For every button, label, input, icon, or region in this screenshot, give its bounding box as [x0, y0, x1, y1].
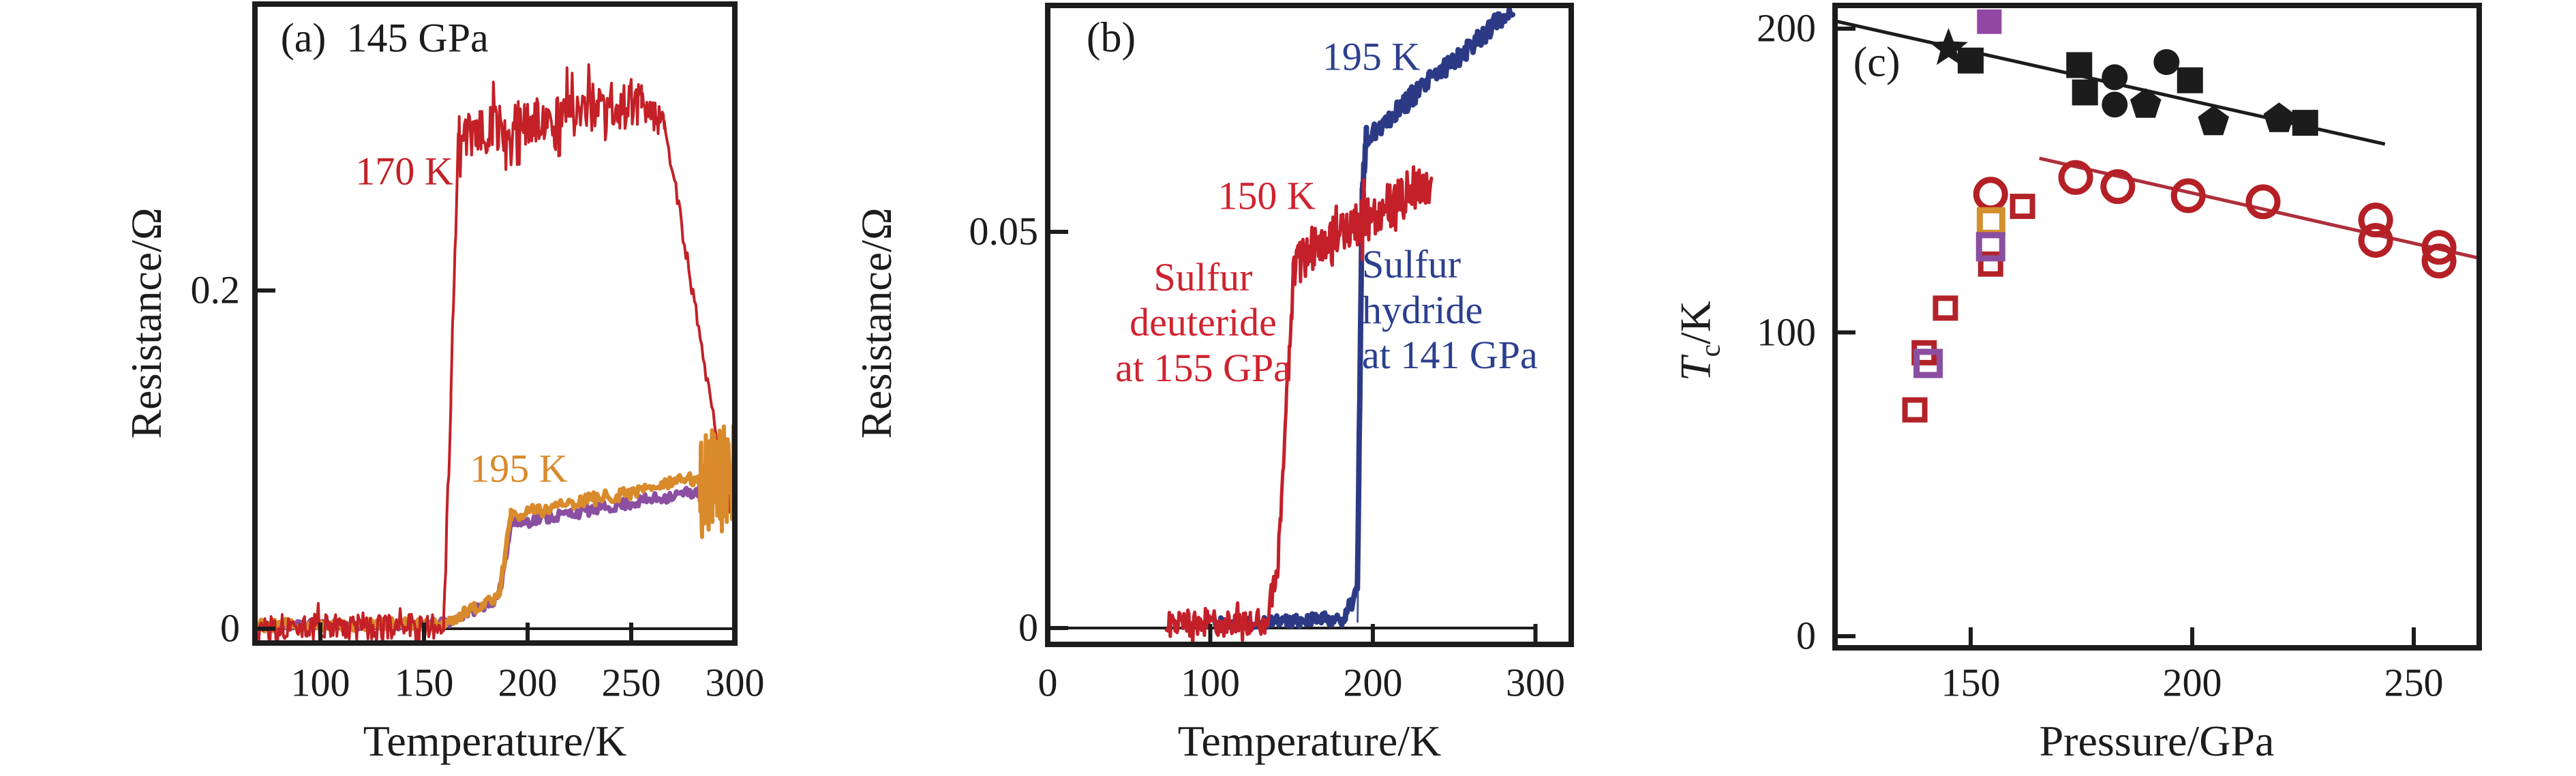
square-open-point [1913, 348, 1943, 378]
square-point [1977, 9, 2002, 34]
star-point [1929, 28, 1968, 65]
panel-b [1045, 3, 1574, 647]
scatter-hydride-pentagons [2130, 88, 2295, 136]
circle-open-point [2245, 184, 2281, 220]
square-point [2072, 79, 2098, 106]
circle-point [2102, 91, 2128, 118]
circle-open-point [2358, 223, 2393, 258]
square-open-point [1902, 397, 1928, 423]
panel-c [1832, 3, 2482, 651]
circle-point [2153, 49, 2180, 76]
square-open-point [1978, 251, 2003, 277]
pentagon-point [2263, 102, 2295, 132]
square-open-point [2010, 194, 2035, 220]
circle-open-point [2421, 230, 2457, 265]
square-point [2066, 52, 2093, 78]
circle-open-point [2170, 178, 2206, 213]
square-point [2177, 67, 2203, 93]
panel-a [252, 1, 738, 646]
scatter-deuteride-open-circles [1973, 160, 2457, 279]
series-run-170K-red [257, 63, 733, 641]
circle-open-point [2058, 160, 2093, 195]
series-sulfur-deuteride-155GPa [1164, 165, 1434, 642]
square-open-point [1976, 207, 2005, 236]
series-run-195K-orange-noise-tail [697, 423, 733, 539]
square-point [2292, 110, 2318, 136]
square-open-point [1975, 232, 2005, 262]
panel-a-frame [252, 1, 738, 646]
scatter-low-tc-open-squares-purple [1913, 232, 2005, 378]
square-open-point [1933, 295, 1958, 321]
scatter-hydride-star [1929, 28, 1968, 65]
square-point [1958, 47, 1984, 74]
scatter-low-tc-open-square-orange [1976, 207, 2005, 236]
circle-open-point [2100, 169, 2136, 205]
panel-c-frame [1832, 3, 2482, 651]
circle-open-point [2421, 243, 2457, 279]
scatter-low-tc-open-squares-red [1902, 194, 2035, 423]
scatter-hydride-squares [1958, 47, 2318, 136]
series-sulfur-hydride-141GPa [1212, 8, 1516, 632]
scatter-hydride-circles [2102, 49, 2180, 118]
pentagon-point [2130, 88, 2162, 118]
circle-open-point [2358, 203, 2393, 238]
circle-point [2102, 64, 2128, 91]
circle-open-point [1973, 177, 2008, 212]
pentagon-point [2198, 105, 2229, 136]
scatter-hydride-purple-square [1977, 9, 2002, 34]
panel-b-frame [1045, 3, 1574, 647]
trend-deuteride-trend [2039, 156, 2479, 260]
